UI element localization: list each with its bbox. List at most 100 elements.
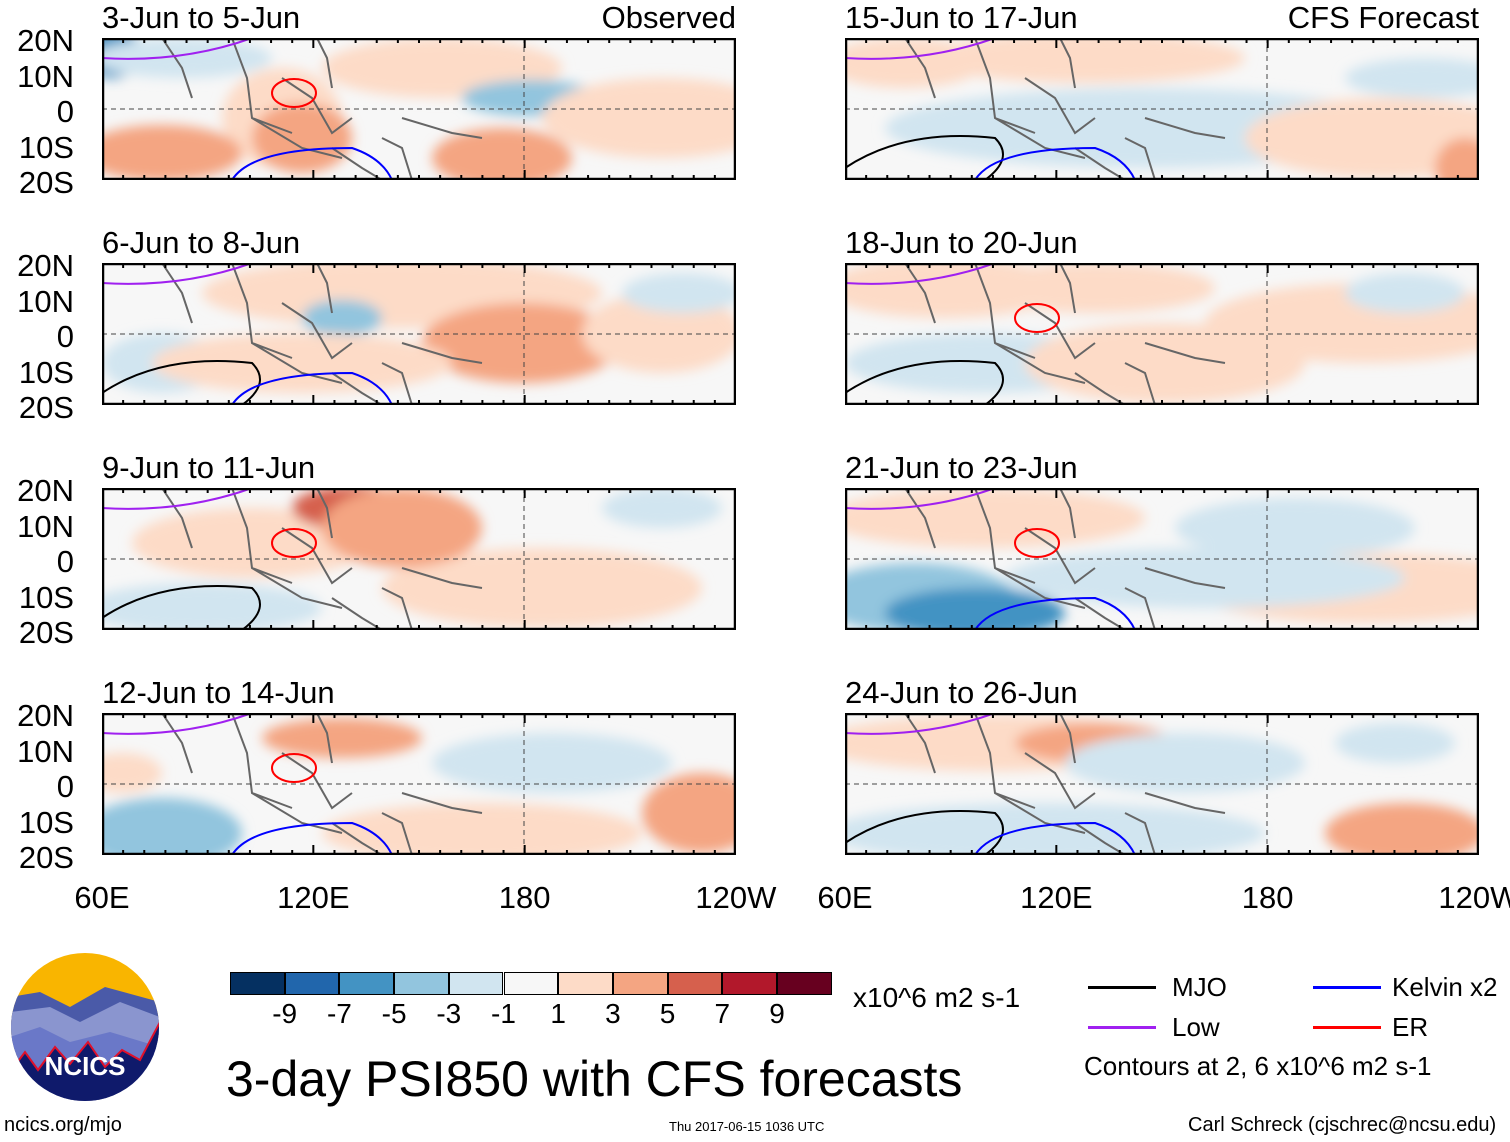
shading-region — [252, 103, 352, 173]
shading-region — [1335, 723, 1455, 763]
panel-title: 24-Jun to 26-Jun — [845, 675, 1078, 710]
panel-title: 12-Jun to 14-Jun — [102, 675, 335, 710]
shading-region — [102, 125, 242, 180]
coastline — [161, 488, 483, 630]
contour-line — [845, 360, 1004, 405]
colorbar-swatch — [722, 972, 777, 995]
colorbar-swatch — [230, 972, 285, 995]
panel-title: 15-Jun to 17-Jun — [845, 0, 1078, 35]
lat-label: 0 — [56, 544, 74, 579]
panel-title: 9-Jun to 11-Jun — [102, 450, 316, 485]
lat-label: 0 — [56, 319, 74, 354]
shading-region — [1025, 323, 1305, 403]
contour-line — [231, 371, 393, 405]
coastline — [161, 713, 483, 855]
contour-line — [974, 821, 1136, 855]
shading-region — [845, 488, 1145, 548]
lat-label: 20N — [17, 23, 74, 58]
contour-line — [271, 753, 318, 783]
contour-line — [102, 263, 253, 285]
shading-region — [542, 78, 736, 158]
shading-region — [432, 733, 672, 793]
shading-region — [602, 488, 722, 528]
map-panel-right-1 — [845, 38, 1479, 180]
contour-line — [974, 596, 1136, 630]
panel-tag: Observed — [601, 0, 736, 35]
colorbar-label: 1 — [550, 998, 566, 1029]
colorbar-label: -7 — [326, 998, 352, 1029]
contour-note: Contours at 2, 6 x10^6 m2 s-1 — [1084, 1051, 1432, 1081]
shading-region — [1005, 548, 1405, 608]
coastline — [904, 713, 1226, 855]
ncics-logo: NCICS — [10, 952, 160, 1107]
contour-line — [845, 263, 996, 285]
colorbar-swatch — [558, 972, 613, 995]
colorbar-label: -5 — [381, 998, 407, 1029]
shading-region — [262, 718, 422, 758]
map-panel-left-4 — [102, 713, 736, 855]
shading-region — [302, 300, 382, 336]
contour-line — [974, 146, 1136, 180]
shading-region — [102, 753, 162, 793]
panel-title: 3-Jun to 5-Jun — [102, 0, 301, 35]
colorbar-swatch — [339, 972, 395, 995]
shading-region — [582, 293, 736, 373]
colorbar-swatch — [394, 972, 449, 995]
shading-region — [925, 38, 1245, 83]
shading-region — [642, 773, 736, 853]
panel-title: 6-Jun to 8-Jun — [102, 225, 301, 260]
legend-line-low — [1088, 1026, 1156, 1029]
shading-region — [1345, 58, 1479, 98]
lon-label: 60E — [817, 880, 873, 915]
lat-label: 20N — [17, 473, 74, 508]
lat-label: 10N — [17, 733, 74, 769]
shading-region — [1065, 733, 1305, 793]
contour-line — [231, 146, 393, 180]
coastline — [904, 38, 1226, 180]
lat-label: 10N — [17, 58, 74, 94]
colorbar-label: -1 — [491, 998, 516, 1029]
shading-region — [132, 508, 372, 578]
colorbar-label: 9 — [769, 998, 785, 1029]
legend-line-er — [1313, 1026, 1381, 1029]
legend-label-mjo: MJO — [1172, 972, 1227, 1002]
lat-label: 10N — [17, 508, 74, 544]
shading-region — [152, 333, 452, 393]
colorbar-label: 5 — [659, 998, 676, 1029]
lat-label: 10S — [18, 354, 74, 390]
lat-label: 20S — [18, 615, 74, 650]
legend-line-mjo — [1088, 986, 1156, 989]
legend-label-er: ER — [1392, 1012, 1429, 1042]
contour-line — [845, 38, 996, 60]
footer-url: ncics.org/mjo — [4, 1114, 122, 1136]
contour-line — [102, 38, 253, 60]
contour-line — [102, 488, 253, 510]
shading-region — [422, 303, 622, 383]
map-panel-right-2 — [845, 263, 1479, 405]
contour-line — [102, 585, 261, 630]
contour-line — [102, 713, 253, 735]
colorbar-units: x10^6 m2 s-1 — [853, 982, 1021, 1013]
colorbar-label: -3 — [436, 998, 462, 1029]
footer-timestamp: Thu 2017-06-15 1036 UTC — [669, 1119, 825, 1134]
shading-region — [1175, 498, 1415, 558]
lat-label: 20S — [18, 165, 74, 200]
panel-tag: CFS Forecast — [1287, 0, 1479, 35]
shading-region — [622, 273, 736, 313]
shading-region — [975, 263, 1215, 313]
colorbar-label: -9 — [272, 998, 298, 1029]
colorbar-label: 7 — [714, 998, 731, 1029]
lat-label: 10S — [18, 129, 74, 165]
logo-text: NCICS — [45, 1051, 126, 1081]
lon-label: 180 — [1241, 880, 1294, 915]
colorbar-swatch — [284, 972, 340, 995]
map-panel-left-2 — [102, 263, 736, 405]
contour-line — [231, 821, 393, 855]
lat-label: 20S — [18, 840, 74, 875]
contour-line — [845, 135, 1004, 180]
map-panel-left-3 — [102, 488, 736, 630]
colorbar-swatch — [448, 972, 504, 995]
contour-line — [1014, 303, 1061, 333]
footer-author: Carl Schreck (cjschrec@ncsu.edu) — [1188, 1114, 1497, 1136]
